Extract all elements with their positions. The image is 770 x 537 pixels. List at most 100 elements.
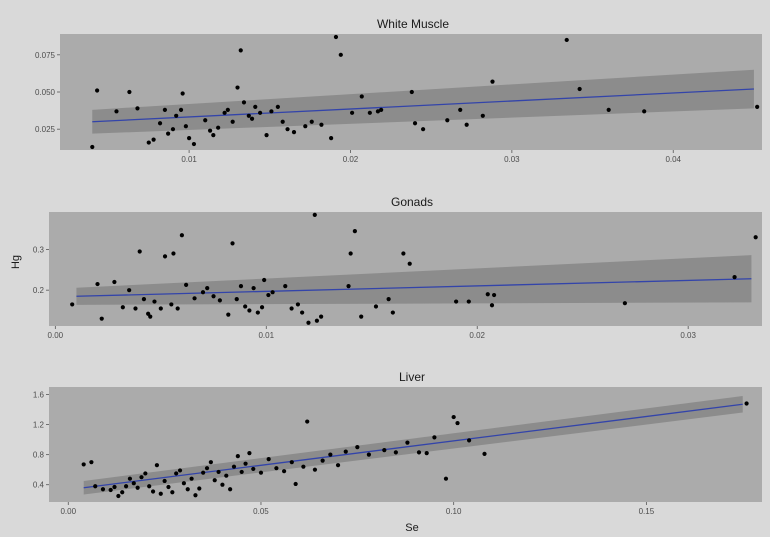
data-point bbox=[266, 457, 271, 462]
data-point bbox=[158, 491, 163, 496]
x-tick-label: 0.03 bbox=[504, 155, 520, 164]
data-point bbox=[445, 118, 450, 123]
data-point bbox=[238, 284, 244, 289]
y-tick-label: 0.3 bbox=[33, 245, 45, 254]
data-point bbox=[204, 466, 210, 471]
data-point bbox=[225, 107, 230, 112]
data-point bbox=[264, 133, 269, 138]
data-point bbox=[300, 310, 305, 315]
data-point bbox=[329, 136, 334, 141]
data-point bbox=[283, 284, 288, 289]
data-point bbox=[295, 302, 301, 307]
data-point bbox=[379, 107, 384, 112]
data-point bbox=[255, 310, 260, 315]
data-point bbox=[230, 119, 235, 124]
data-point bbox=[577, 86, 582, 92]
data-point bbox=[482, 451, 487, 456]
data-point bbox=[114, 109, 119, 114]
data-point bbox=[355, 445, 360, 450]
confidence-band bbox=[92, 69, 754, 134]
data-point bbox=[243, 304, 248, 309]
data-point bbox=[177, 468, 183, 473]
data-point bbox=[137, 249, 142, 254]
data-point bbox=[289, 306, 294, 311]
data-point bbox=[207, 128, 213, 133]
data-point bbox=[162, 478, 167, 484]
data-point bbox=[306, 320, 311, 325]
data-point bbox=[451, 414, 456, 420]
data-point bbox=[266, 292, 271, 298]
data-point bbox=[328, 452, 333, 457]
data-point bbox=[212, 478, 217, 483]
data-point bbox=[146, 140, 151, 145]
x-tick-label: 0.01 bbox=[181, 155, 197, 164]
data-point bbox=[89, 460, 94, 465]
data-point bbox=[120, 305, 125, 310]
data-point bbox=[319, 122, 324, 127]
data-point bbox=[335, 463, 341, 468]
x-tick-label: 0.04 bbox=[665, 155, 681, 164]
data-point bbox=[309, 119, 314, 124]
data-point bbox=[197, 486, 202, 491]
data-point bbox=[253, 104, 258, 109]
x-tick-label: 0.00 bbox=[60, 507, 76, 516]
data-point bbox=[753, 235, 758, 240]
data-point bbox=[131, 481, 136, 486]
data-point bbox=[258, 470, 264, 475]
data-point bbox=[432, 435, 437, 440]
data-point bbox=[238, 48, 243, 53]
x-tick-label: 0.15 bbox=[639, 507, 655, 516]
data-point bbox=[314, 318, 320, 323]
data-point bbox=[343, 449, 348, 454]
data-point bbox=[150, 489, 156, 494]
data-point bbox=[135, 106, 140, 111]
x-axis-title: Se bbox=[405, 522, 418, 534]
data-point bbox=[424, 451, 429, 456]
data-point bbox=[170, 127, 176, 132]
data-point bbox=[120, 490, 125, 495]
panel-title-liver: Liver bbox=[399, 370, 425, 384]
data-point bbox=[458, 107, 463, 112]
data-point bbox=[100, 487, 106, 492]
data-point bbox=[485, 292, 490, 297]
data-point bbox=[231, 464, 237, 469]
data-point bbox=[246, 113, 251, 118]
data-point bbox=[409, 89, 414, 95]
x-tick-label: 0.00 bbox=[48, 331, 64, 340]
data-point bbox=[291, 130, 297, 135]
x-tick-label: 0.10 bbox=[446, 507, 462, 516]
data-point bbox=[211, 133, 216, 138]
data-point bbox=[183, 124, 188, 129]
data-point bbox=[162, 254, 168, 259]
data-point bbox=[373, 304, 379, 309]
data-point bbox=[184, 282, 189, 287]
data-point bbox=[275, 104, 280, 109]
data-point bbox=[133, 306, 138, 311]
data-point bbox=[270, 290, 275, 295]
data-point bbox=[348, 251, 353, 256]
data-point bbox=[70, 302, 75, 307]
data-point bbox=[454, 299, 459, 304]
data-point bbox=[259, 305, 265, 310]
data-point bbox=[293, 481, 298, 487]
data-point bbox=[170, 490, 175, 495]
data-point bbox=[407, 261, 412, 266]
data-point bbox=[123, 484, 129, 489]
data-point bbox=[201, 470, 206, 475]
data-point bbox=[185, 487, 190, 492]
data-point bbox=[366, 452, 371, 457]
y-tick-label: 0.050 bbox=[35, 88, 56, 97]
data-point bbox=[95, 88, 100, 93]
data-point bbox=[382, 448, 387, 453]
data-point bbox=[269, 109, 274, 114]
data-point bbox=[464, 122, 469, 127]
data-point bbox=[205, 286, 210, 291]
data-point bbox=[349, 110, 355, 115]
data-point bbox=[359, 314, 364, 319]
panel-gonads: Gonads 0.00 0.01 0.02 0.03 0.2 0.3 bbox=[33, 195, 762, 340]
data-point bbox=[359, 94, 364, 99]
data-point bbox=[169, 302, 174, 307]
data-point bbox=[375, 109, 381, 114]
regression-line bbox=[92, 88, 754, 123]
